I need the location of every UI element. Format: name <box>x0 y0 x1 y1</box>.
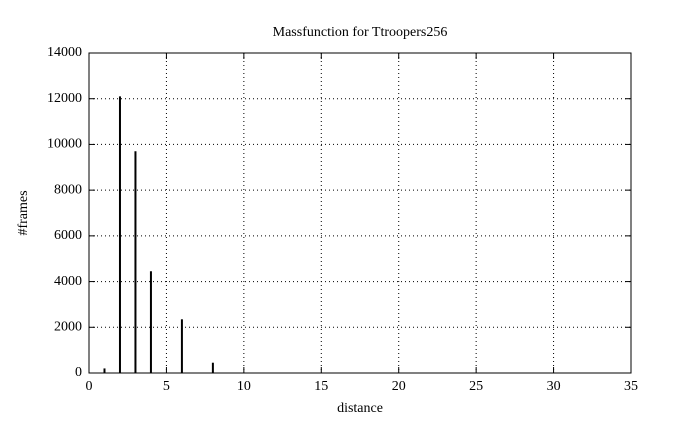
x-tick-label: 0 <box>86 379 93 394</box>
chart-title: Massfunction for Ttroopers256 <box>273 25 448 40</box>
y-tick-label: 4000 <box>54 274 82 289</box>
x-tick-label: 25 <box>469 379 483 394</box>
x-tick-label: 30 <box>547 379 561 394</box>
x-axis-label: distance <box>337 401 383 416</box>
plot-frame <box>88 52 632 374</box>
y-tick-label: 10000 <box>47 137 82 152</box>
x-tick-label: 15 <box>314 379 328 394</box>
y-tick-label: 2000 <box>54 320 82 335</box>
y-tick-label: 8000 <box>54 182 82 197</box>
y-tick-label: 0 <box>75 365 82 380</box>
x-tick-label: 5 <box>163 379 170 394</box>
y-tick-label: 6000 <box>54 228 82 243</box>
y-tick-label: 12000 <box>47 91 82 106</box>
x-tick-label: 20 <box>392 379 406 394</box>
y-axis-label: #frames <box>16 190 31 235</box>
x-tick-label: 10 <box>237 379 251 394</box>
x-tick-label: 35 <box>624 379 638 394</box>
y-tick-label: 14000 <box>47 45 82 60</box>
